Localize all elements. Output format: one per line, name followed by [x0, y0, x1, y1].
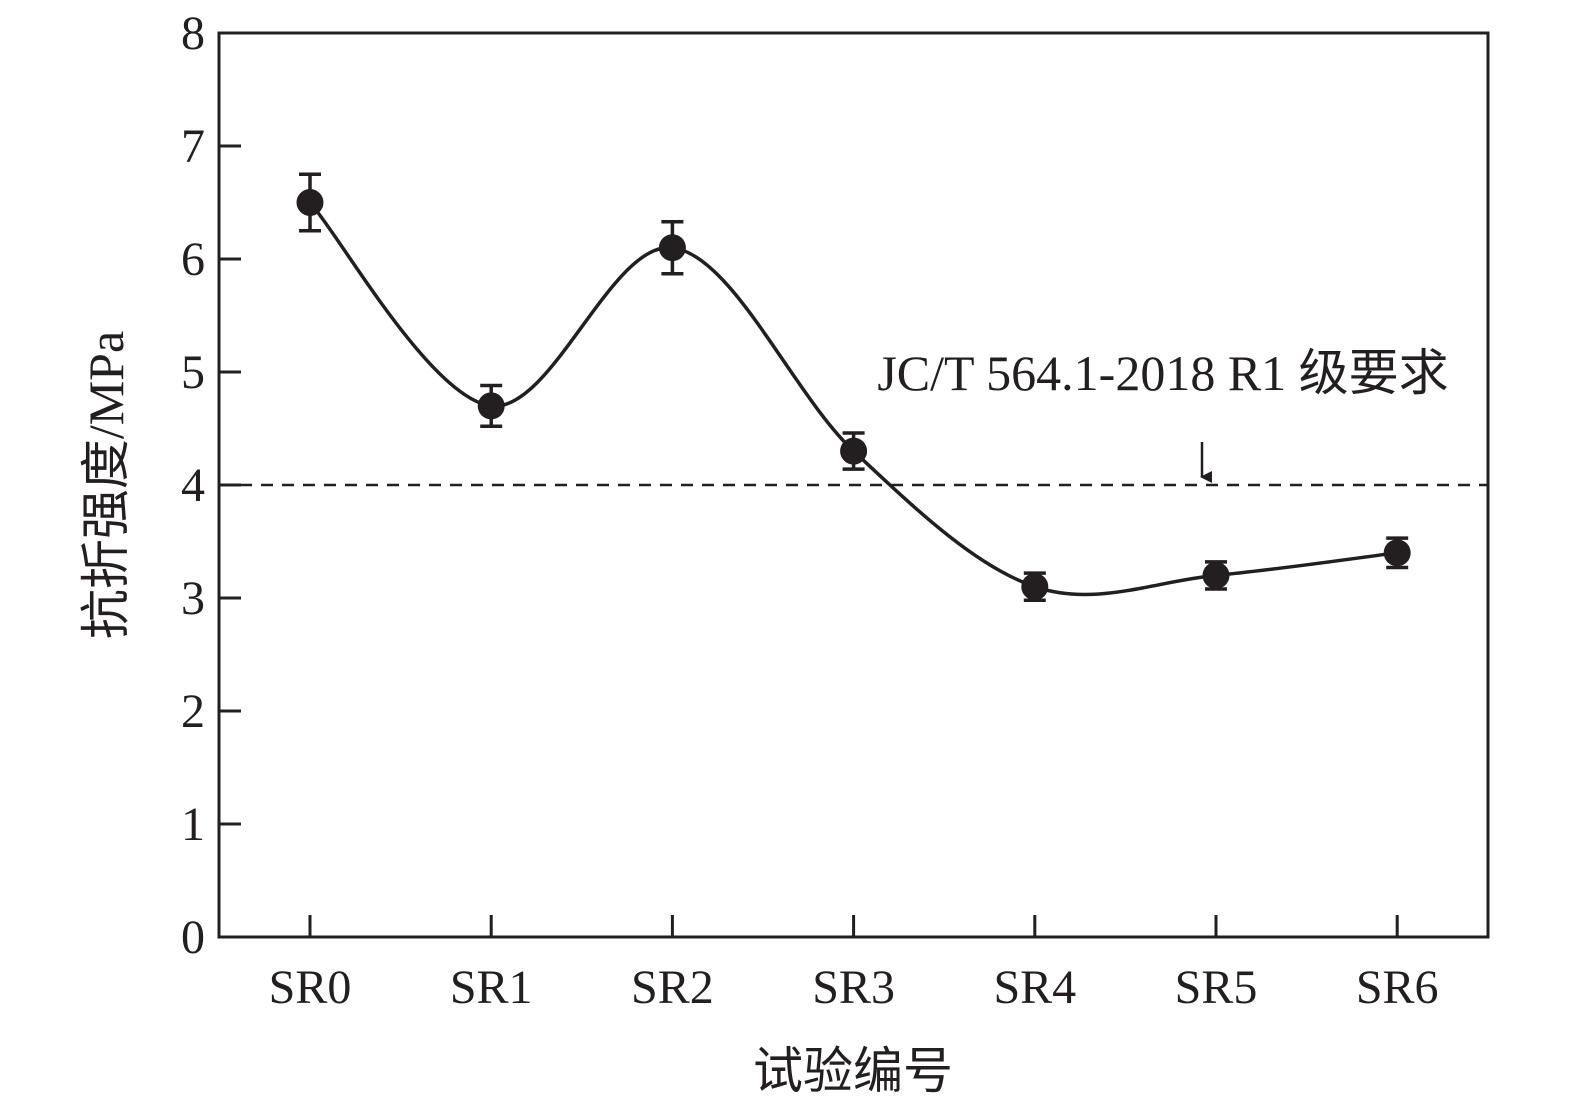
y-tick-label: 7: [181, 120, 205, 173]
data-point: [296, 189, 324, 216]
x-tick-label: SR6: [1356, 961, 1439, 1014]
x-tick-label: SR2: [631, 961, 714, 1014]
y-tick-label: 1: [181, 798, 205, 851]
y-axis-title: 抗折强度/MPa: [78, 331, 134, 639]
y-tick-label: 8: [181, 7, 205, 60]
x-tick-label: SR4: [993, 961, 1076, 1014]
y-tick-label: 2: [181, 685, 205, 738]
data-point: [840, 437, 868, 465]
reference-line-label: JC/T 564.1-2018 R1 级要求: [877, 345, 1448, 401]
y-tick-label: 4: [181, 459, 205, 512]
data-point: [477, 392, 505, 420]
x-tick-label: SR3: [812, 961, 895, 1014]
x-tick-label: SR5: [1175, 961, 1258, 1014]
y-tick-label: 6: [181, 233, 205, 286]
data-point: [1383, 539, 1411, 567]
data-point: [1202, 561, 1230, 589]
y-tick-label: 5: [181, 346, 205, 399]
x-axis-title: 试验编号: [753, 1043, 953, 1099]
x-tick-label: SR1: [450, 961, 533, 1014]
y-tick-label: 3: [181, 572, 205, 625]
y-tick-label: 0: [181, 911, 205, 964]
data-point: [658, 234, 686, 262]
x-tick-label: SR0: [269, 961, 352, 1014]
data-point: [1021, 573, 1049, 601]
